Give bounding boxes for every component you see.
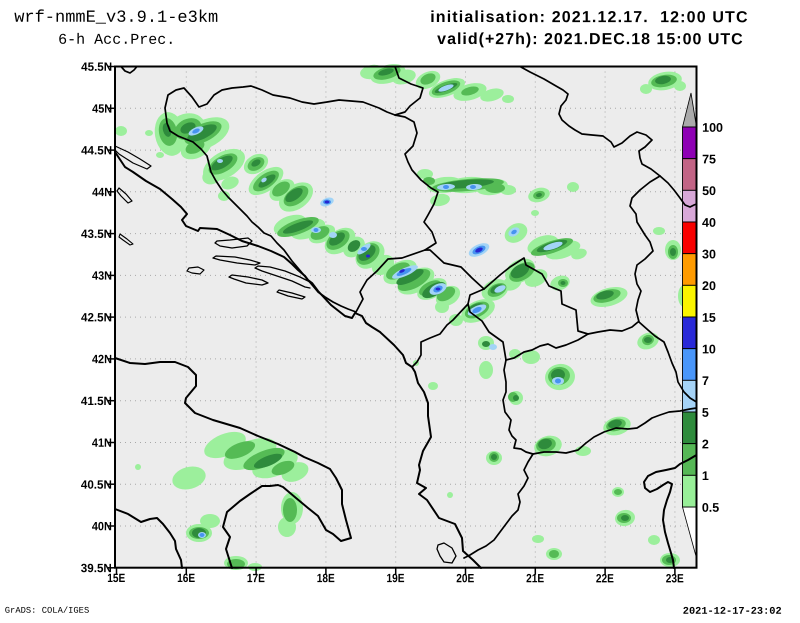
svg-text:41N: 41N bbox=[92, 436, 112, 450]
svg-text:15E: 15E bbox=[107, 571, 125, 585]
svg-text:2: 2 bbox=[702, 437, 709, 451]
svg-text:75: 75 bbox=[702, 152, 716, 166]
svg-text:100: 100 bbox=[702, 121, 723, 135]
svg-text:GrADS: COLA/IGES: GrADS: COLA/IGES bbox=[5, 606, 89, 616]
svg-text:5: 5 bbox=[702, 406, 709, 420]
svg-text:initialisation: 2021.12.17. 1: initialisation: 2021.12.17. 12:00 UTC bbox=[430, 9, 748, 26]
svg-text:20E: 20E bbox=[456, 571, 474, 585]
svg-text:45.5N: 45.5N bbox=[81, 60, 112, 74]
svg-text:10: 10 bbox=[702, 342, 716, 356]
svg-text:30: 30 bbox=[702, 247, 716, 261]
svg-text:45N: 45N bbox=[92, 102, 112, 116]
svg-text:41.5N: 41.5N bbox=[81, 394, 112, 408]
svg-text:42.5N: 42.5N bbox=[81, 310, 112, 324]
svg-text:39.5N: 39.5N bbox=[81, 561, 112, 575]
svg-text:19E: 19E bbox=[387, 571, 405, 585]
svg-text:17E: 17E bbox=[247, 571, 265, 585]
svg-text:42N: 42N bbox=[92, 352, 112, 366]
svg-text:18E: 18E bbox=[317, 571, 335, 585]
svg-text:0.5: 0.5 bbox=[702, 501, 719, 515]
svg-text:6-h Acc.Prec.: 6-h Acc.Prec. bbox=[58, 32, 175, 49]
svg-text:1: 1 bbox=[702, 469, 709, 483]
svg-text:40N: 40N bbox=[92, 519, 112, 533]
svg-text:wrf-nmmE_v3.9.1-e3km: wrf-nmmE_v3.9.1-e3km bbox=[14, 9, 218, 28]
svg-text:44N: 44N bbox=[92, 185, 112, 199]
svg-text:23E: 23E bbox=[666, 571, 684, 585]
svg-text:43.5N: 43.5N bbox=[81, 227, 112, 241]
svg-text:40.5N: 40.5N bbox=[81, 478, 112, 492]
svg-text:50: 50 bbox=[702, 184, 716, 198]
svg-text:44.5N: 44.5N bbox=[81, 143, 112, 157]
svg-text:22E: 22E bbox=[596, 571, 614, 585]
svg-text:40: 40 bbox=[702, 216, 716, 230]
svg-text:15: 15 bbox=[702, 311, 716, 325]
svg-text:43N: 43N bbox=[92, 269, 112, 283]
svg-text:7: 7 bbox=[702, 374, 709, 388]
svg-text:valid(+27h): 2021.DEC.18 15:00: valid(+27h): 2021.DEC.18 15:00 UTC bbox=[437, 31, 744, 48]
svg-text:16E: 16E bbox=[177, 571, 195, 585]
svg-text:20: 20 bbox=[702, 279, 716, 293]
svg-text:21E: 21E bbox=[526, 571, 544, 585]
svg-text:2021-12-17-23:02: 2021-12-17-23:02 bbox=[683, 606, 782, 618]
